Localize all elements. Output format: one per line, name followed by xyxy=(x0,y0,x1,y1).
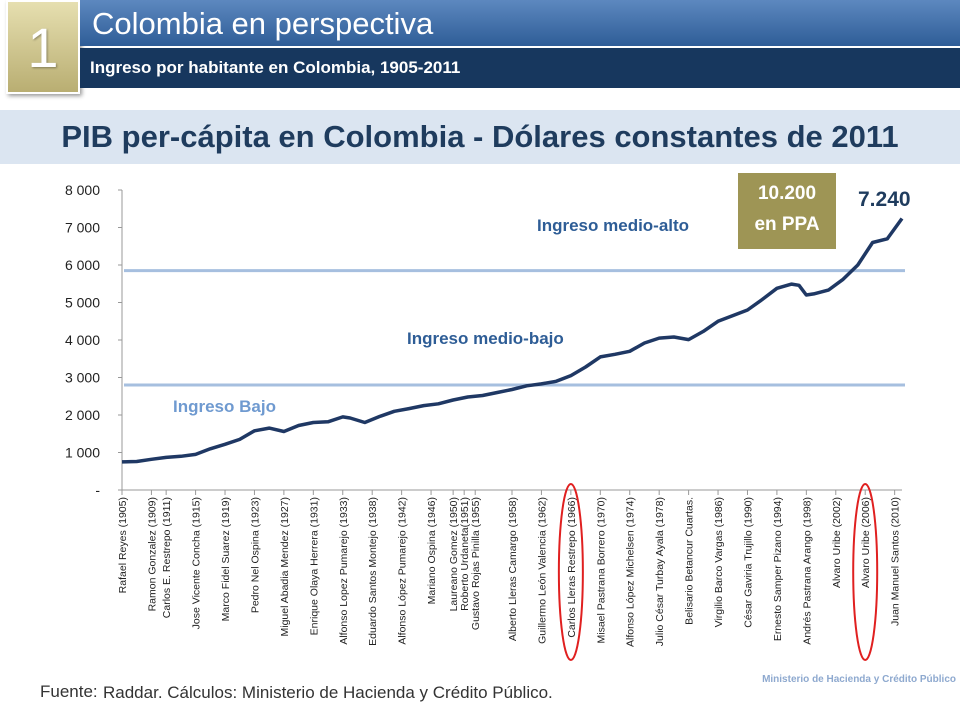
x-tick-label: Enrique Olaya Herrera (1931) xyxy=(308,497,320,635)
x-tick-label: Alfonso López Pumarejo (1942) xyxy=(397,497,409,645)
label-ingreso-medio-alto: Ingreso medio-alto xyxy=(537,216,689,235)
income-thresholds xyxy=(124,269,905,387)
x-tick-label: Carlos E. Restrepo (1911) xyxy=(161,497,173,618)
label-ingreso-bajo: Ingreso Bajo xyxy=(173,397,276,416)
x-axis: Rafael Reyes (1905) Ramon Gonzalez (1909)… xyxy=(117,483,902,661)
x-tick-label-group: Guillermo León Valencia (1962) xyxy=(536,497,548,644)
x-tick-label-group: Eduardo Santos Montejo (1938) xyxy=(367,497,379,646)
x-tick-label-group: Julio César Turbay Ayala (1978) xyxy=(654,497,666,646)
x-tick-label: Jose Vicente Concha (1915) xyxy=(191,497,203,629)
x-tick-label-group: Alfonso López Michelsen (1974) xyxy=(625,497,637,647)
y-tick-label: 5 000 xyxy=(65,295,100,311)
x-tick-label: Andrés Pastrana Arango (1998) xyxy=(801,497,813,645)
x-tick-label-group: Alberto Lleras Camargo (1958) xyxy=(507,497,519,641)
label-ingreso-medio-bajo: Ingreso medio-bajo xyxy=(407,329,564,348)
ministry-logo-text: Ministerio de Hacienda y Crédito Público xyxy=(762,674,956,685)
x-tick-label: Roberto Urdaneta(1951) xyxy=(459,497,471,611)
chart-annotations: Ingreso Bajo Ingreso medio-bajo Ingreso me… xyxy=(173,171,911,416)
x-tick-label: Alfonso Lopez Pumarejo (1933) xyxy=(338,497,350,645)
y-tick-label: 1 000 xyxy=(65,445,100,461)
x-tick-label-group: Andrés Pastrana Arango (1998) xyxy=(801,497,813,645)
x-tick-label: Pedro Nel Ospina (1923) xyxy=(249,497,261,613)
x-tick-label-group: Ernesto Samper Pizano (1994) xyxy=(772,497,784,641)
x-tick-label-group: Misael Pastrana Borrero (1970) xyxy=(595,497,607,643)
x-tick-label-group: Belisario Betancur Cuartas. xyxy=(684,497,696,625)
x-tick-label-group: Ramon Gonzalez (1909) xyxy=(146,497,158,611)
x-tick-label: Ernesto Samper Pizano (1994) xyxy=(772,497,784,641)
gdp-series xyxy=(121,217,904,464)
ppa-value: 10.200 xyxy=(758,183,816,204)
ppa-box xyxy=(736,171,838,251)
highlight-circle xyxy=(852,483,879,661)
y-tick-label: - xyxy=(95,482,100,498)
x-tick-label: Belisario Betancur Cuartas. xyxy=(684,497,696,625)
highlight-circle xyxy=(557,483,584,661)
source-label: Fuente: xyxy=(40,682,98,701)
subtitle-banner: Ingreso por habitante en Colombia, 1905-… xyxy=(80,48,960,88)
page-subtitle: Ingreso por habitante en Colombia, 1905-… xyxy=(90,58,461,77)
gdp-per-capita-line xyxy=(121,217,904,464)
y-tick-label: 8 000 xyxy=(65,182,100,198)
x-tick-label-group: Pedro Nel Ospina (1923) xyxy=(249,497,261,613)
x-tick-label: Mariano Ospina (1946) xyxy=(426,497,438,604)
x-tick-label: César Gaviria Trujillo (1990) xyxy=(742,497,754,628)
x-tick-label-group: Carlos E. Restrepo (1911) xyxy=(161,497,173,618)
x-tick-label: Julio César Turbay Ayala (1978) xyxy=(654,497,666,646)
x-tick-label-group: Alfonso Lopez Pumarejo (1933) xyxy=(338,497,350,645)
x-tick-label-group: Juan Manuel Santos (2010) xyxy=(890,497,902,626)
y-tick-label: 4 000 xyxy=(65,332,100,348)
chart-title: PIB per-cápita en Colombia - Dólares con… xyxy=(61,119,899,154)
x-tick-label: Carlos Lleras Restrepo (1966) xyxy=(566,497,578,638)
title-banner: Colombia en perspectiva xyxy=(80,0,960,46)
x-tick-label: Eduardo Santos Montejo (1938) xyxy=(367,497,379,646)
x-tick-label: Misael Pastrana Borrero (1970) xyxy=(595,497,607,643)
x-tick-label-group: Alfonso López Pumarejo (1942) xyxy=(397,497,409,645)
x-tick-label: Alvaro Uribe (2006) xyxy=(860,497,872,588)
x-tick-label-group: Mariano Ospina (1946) xyxy=(426,497,438,604)
x-tick-label: Alberto Lleras Camargo (1958) xyxy=(507,497,519,641)
source-text: Raddar. Cálculos: Ministerio de Hacienda… xyxy=(103,683,553,702)
last-value-label: 7.240 xyxy=(858,188,911,211)
x-tick-label: Juan Manuel Santos (2010) xyxy=(890,497,902,626)
x-tick-label: Ramon Gonzalez (1909) xyxy=(146,497,158,611)
x-tick-label-group: Rafael Reyes (1905) xyxy=(117,497,129,593)
x-tick-label: Virgilio Barco Vargas (1986) xyxy=(713,497,725,627)
x-tick-label-group: Miguel Abadia Mendez (1927) xyxy=(279,497,291,637)
x-tick-label-group: Jose Vicente Concha (1915) xyxy=(191,497,203,629)
y-tick-label: 3 000 xyxy=(65,370,100,386)
x-tick-label-group: Roberto Urdaneta(1951) xyxy=(459,497,471,611)
chart-title-band: PIB per-cápita en Colombia - Dólares con… xyxy=(0,110,960,164)
x-tick-label-group: Enrique Olaya Herrera (1931) xyxy=(308,497,320,635)
x-tick-label-group: Carlos Lleras Restrepo (1966) xyxy=(566,497,578,638)
x-tick-label: Laureano Gomez (1950) xyxy=(448,497,460,611)
y-tick-label: 6 000 xyxy=(65,257,100,273)
x-tick-label: Miguel Abadia Mendez (1927) xyxy=(279,497,291,637)
x-tick-label-group: Gustavo Rojas Pinilla (1955) xyxy=(470,497,482,630)
x-tick-label-group: Marco Fidel Suarez (1919) xyxy=(220,497,232,621)
x-tick-label-group: Alvaro Uribe (2002) xyxy=(831,497,843,588)
page-title: Colombia en perspectiva xyxy=(92,6,434,41)
y-axis: - 1 000 2 000 3 000 4 000 5 000 6 000 7 000 8 00… xyxy=(65,182,123,498)
ppa-caption: en PPA xyxy=(754,214,819,235)
x-tick-label: Alvaro Uribe (2002) xyxy=(831,497,843,588)
x-tick-label-group: Alvaro Uribe (2006) xyxy=(860,497,872,588)
x-tick-label-group: César Gaviria Trujillo (1990) xyxy=(742,497,754,628)
x-tick-label-group: Virgilio Barco Vargas (1986) xyxy=(713,497,725,627)
section-number-badge: 1 xyxy=(6,0,80,94)
section-number: 1 xyxy=(27,15,59,79)
x-tick-label: Gustavo Rojas Pinilla (1955) xyxy=(470,497,482,630)
x-tick-label: Marco Fidel Suarez (1919) xyxy=(220,497,232,621)
y-tick-label: 2 000 xyxy=(65,407,100,423)
x-tick-label: Rafael Reyes (1905) xyxy=(117,497,129,593)
y-tick-label: 7 000 xyxy=(65,220,100,236)
x-tick-label-group: Laureano Gomez (1950) xyxy=(448,497,460,611)
x-tick-label: Alfonso López Michelsen (1974) xyxy=(625,497,637,647)
x-tick-label: Guillermo León Valencia (1962) xyxy=(536,497,548,644)
